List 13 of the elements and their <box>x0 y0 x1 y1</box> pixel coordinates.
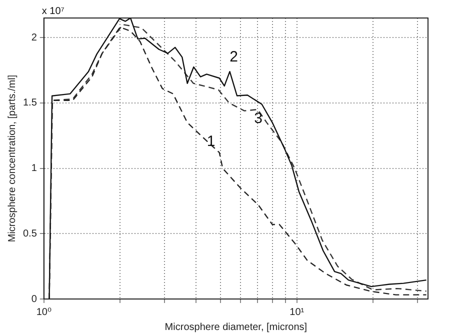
x-tick-label: 10⁰ <box>36 306 52 318</box>
x-tick-label: 10¹ <box>290 306 305 318</box>
series-label: 2 <box>230 48 238 66</box>
y-tick-label: 0.5 <box>22 228 38 240</box>
y-tick-label: 0 <box>31 294 38 305</box>
y-tick-label: 2 <box>31 32 38 44</box>
text: x 10⁷ <box>42 6 65 17</box>
y-tick-label: 1.5 <box>22 98 38 109</box>
series-label: 1 <box>206 132 216 150</box>
y-tick-label: 1 <box>31 163 38 174</box>
series-label: 3 <box>254 110 263 127</box>
x-axis-title: Microsphere diameter, [microns] <box>164 322 308 333</box>
y-axis-title: Microsphere concentration, [parts./ml] <box>6 74 18 242</box>
